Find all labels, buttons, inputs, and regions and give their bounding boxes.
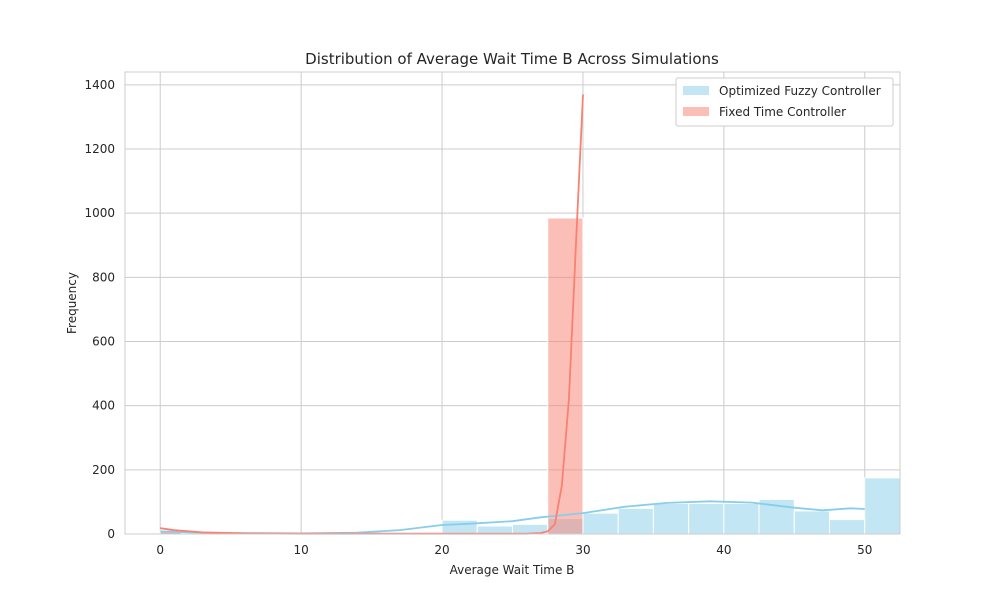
x-tick-label: 10 (293, 543, 308, 557)
bar-optimized-fuzzy (441, 519, 478, 535)
kde-line-fixed-time (160, 94, 584, 535)
bar-optimized-fuzzy (864, 477, 901, 535)
y-tick-label: 600 (92, 335, 115, 349)
x-axis-label: Average Wait Time B (450, 563, 575, 577)
bar-optimized-fuzzy (617, 507, 654, 535)
y-tick-label: 1000 (84, 206, 115, 220)
chart-title: Distribution of Average Wait Time B Acro… (305, 50, 719, 68)
plot-area (125, 72, 900, 534)
axes-layer: 0 10 20 30 40 50 0 200 400 600 800 1000 1200 1400 (84, 71, 901, 557)
legend-swatch-optimized-fuzzy (683, 86, 709, 95)
y-tick-label: 1200 (84, 142, 115, 156)
x-tick-label: 30 (575, 543, 590, 557)
legend-swatch-fixed-time (683, 107, 709, 116)
bar-fixed-time (547, 217, 584, 535)
legend-box (675, 77, 894, 127)
bar-optimized-fuzzy (582, 512, 619, 535)
bar-optimized-fuzzy (723, 503, 760, 535)
legend-label-optimized-fuzzy: Optimized Fuzzy Controller (719, 84, 881, 98)
y-tick-label: 200 (92, 463, 115, 477)
legend: Optimized Fuzzy Controller Fixed Time Co… (675, 77, 894, 127)
y-axis-label: Frequency (65, 272, 79, 334)
x-tick-label: 0 (156, 543, 164, 557)
bar-optimized-fuzzy (688, 503, 725, 535)
bar-optimized-fuzzy (476, 525, 514, 535)
y-tick-label: 0 (107, 527, 115, 541)
bar-optimized-fuzzy (652, 503, 690, 535)
bar-optimized-fuzzy (793, 510, 831, 535)
y-tick-label: 800 (92, 270, 115, 284)
axes-frame (124, 71, 901, 535)
x-tick-label: 50 (857, 543, 872, 557)
x-tick-label: 40 (716, 543, 731, 557)
legend-label-fixed-time: Fixed Time Controller (719, 105, 846, 119)
y-tick-label: 400 (92, 399, 115, 413)
x-tick-label: 20 (434, 543, 449, 557)
y-tick-label: 1400 (84, 78, 115, 92)
bar-optimized-fuzzy (829, 519, 866, 535)
kde-layer (160, 94, 865, 535)
